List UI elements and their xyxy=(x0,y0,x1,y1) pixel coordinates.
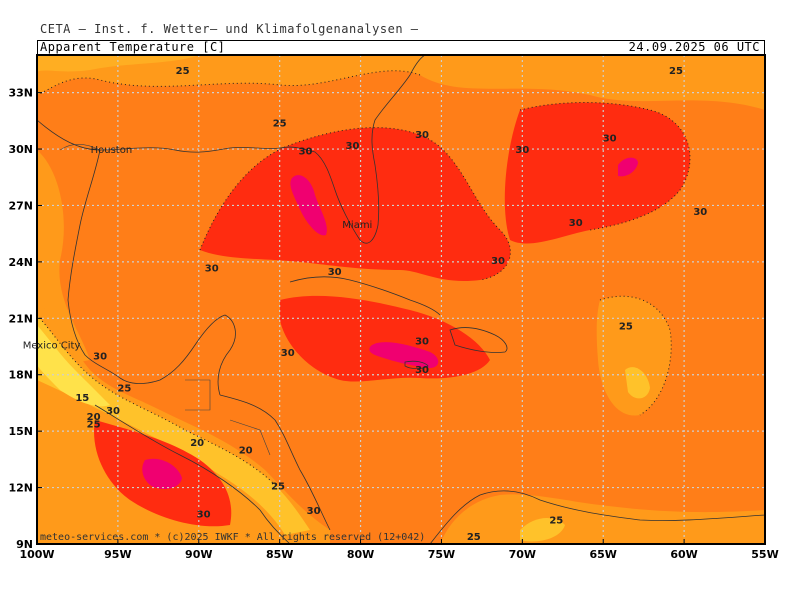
field-caribbean-33 xyxy=(369,342,439,368)
field-mexico-15 xyxy=(37,325,110,407)
isotherm-value-label: 20 xyxy=(87,412,101,423)
lat-lon-grid xyxy=(37,55,765,544)
isotherm-value-label: 30 xyxy=(106,406,120,417)
coast-jamaica xyxy=(404,360,429,370)
isotherm-value-label: 25 xyxy=(467,532,481,543)
isotherm-value-label: 25 xyxy=(619,322,633,333)
field-atlantic-33 xyxy=(618,157,638,177)
lon-tick-label: 75W xyxy=(428,548,455,561)
lon-tick-label: 80W xyxy=(347,548,374,561)
country-borders xyxy=(59,143,271,456)
city-label: Miami xyxy=(342,220,372,231)
lat-tick-label: 18N xyxy=(8,369,33,382)
isotherm-value-label: 30 xyxy=(93,352,107,363)
isotherm-value-label: 25 xyxy=(669,66,683,77)
border-us-mexico xyxy=(59,143,101,151)
isotherm-value-label: 25 xyxy=(117,384,131,395)
isotherm-central-america xyxy=(37,314,276,486)
isotherm-value-label: 25 xyxy=(176,66,190,77)
isotherm-value-label: 30 xyxy=(603,134,617,145)
border-honduras xyxy=(229,419,271,456)
map-title: Apparent Temperature [C] xyxy=(40,40,226,54)
lon-tick-label: 90W xyxy=(185,548,212,561)
isotherm-value-label: 30 xyxy=(299,147,313,158)
city-label: Houston xyxy=(91,145,133,156)
isotherm-value-label: 30 xyxy=(205,263,219,274)
city-label: Mexico City xyxy=(23,340,81,351)
lat-tick-label: 9N xyxy=(16,538,33,551)
isotherm-value-label: 25 xyxy=(549,515,563,526)
field-south-22 xyxy=(520,518,565,542)
city-labels: Houston Miami Mexico City xyxy=(23,145,373,352)
coast-central-america-west xyxy=(94,404,291,544)
isotherm-value-label: 25 xyxy=(87,419,101,430)
lon-tick-label: 55W xyxy=(751,548,778,561)
isotherm-value-label: 20 xyxy=(190,438,204,449)
isotherm-value-label: 20 xyxy=(239,446,253,457)
field-antilles-25 xyxy=(596,296,672,416)
coast-hispaniola xyxy=(449,327,508,353)
isotherm-value-label: 30 xyxy=(307,506,321,517)
lat-tick-label: 24N xyxy=(8,256,33,269)
isotherm-value-label: 15 xyxy=(75,393,89,404)
isotherm-value-label: 25 xyxy=(271,481,285,492)
field-pacific-33 xyxy=(142,458,182,490)
lon-tick-label: 70W xyxy=(509,548,536,561)
coast-central-america-east xyxy=(219,394,331,531)
temperature-field xyxy=(37,55,765,544)
isotherm-value-label: 30 xyxy=(197,510,211,521)
field-mexico-coast xyxy=(37,150,90,370)
isotherm-labels: 25 25 30 30 30 30 30 25 30 30 30 30 30 25 30 30 30 30 15 25… xyxy=(75,66,707,543)
isotherm-value-label: 30 xyxy=(328,267,342,278)
isotherm-value-label: 30 xyxy=(515,145,529,156)
map-frame xyxy=(36,54,766,545)
lat-tick-label: 27N xyxy=(8,199,33,212)
isotherm-value-label: 30 xyxy=(415,337,429,348)
isotherm-value-label: 30 xyxy=(346,141,360,152)
lon-tick-label: 60W xyxy=(670,548,697,561)
lat-tick-label: 33N xyxy=(8,87,33,100)
valid-time: 24.09.2025 06 UTC xyxy=(628,40,760,54)
coastlines xyxy=(37,55,765,544)
isotherm-value-label: 30 xyxy=(693,207,707,218)
border-guatemala xyxy=(185,379,211,411)
field-atlantic-30 xyxy=(504,102,690,244)
isotherm-lines xyxy=(37,70,691,486)
lat-tick-label: 30N xyxy=(8,143,33,156)
title-bar: Apparent Temperature [C] 24.09.2025 06 U… xyxy=(37,40,765,54)
isotherm-value-label: 30 xyxy=(281,348,295,359)
field-central-america-20 xyxy=(37,315,310,535)
isotherm-antilles xyxy=(599,295,672,416)
coast-us xyxy=(37,55,426,244)
lat-tick-label: 15N xyxy=(8,425,33,438)
lon-tick-label: 95W xyxy=(104,548,131,561)
footer-credit: meteo-services.com * (c)2025 IWKF * All … xyxy=(40,532,426,543)
isotherm-value-label: 30 xyxy=(491,256,505,267)
isotherm-value-label: 30 xyxy=(415,130,429,141)
lat-tick-label: 12N xyxy=(8,482,33,495)
field-gulf-30 xyxy=(200,127,511,282)
isotherm-value-label: 30 xyxy=(415,365,429,376)
lat-tick-label: 21N xyxy=(8,312,33,325)
coast-mexico xyxy=(67,149,236,396)
lon-tick-label: 85W xyxy=(266,548,293,561)
coast-cuba xyxy=(289,276,441,316)
lon-tick-label: 65W xyxy=(589,548,616,561)
isotherm-value-label: 30 xyxy=(569,218,583,229)
isotherm-value-label: 25 xyxy=(273,118,287,129)
header-source-text: CETA — Inst. f. Wetter— und Klimafolgena… xyxy=(40,22,419,36)
coast-south-america xyxy=(429,490,765,544)
field-north-22 xyxy=(37,55,200,72)
lon-tick-label: 100W xyxy=(19,548,54,561)
field-north-25 xyxy=(37,55,765,110)
